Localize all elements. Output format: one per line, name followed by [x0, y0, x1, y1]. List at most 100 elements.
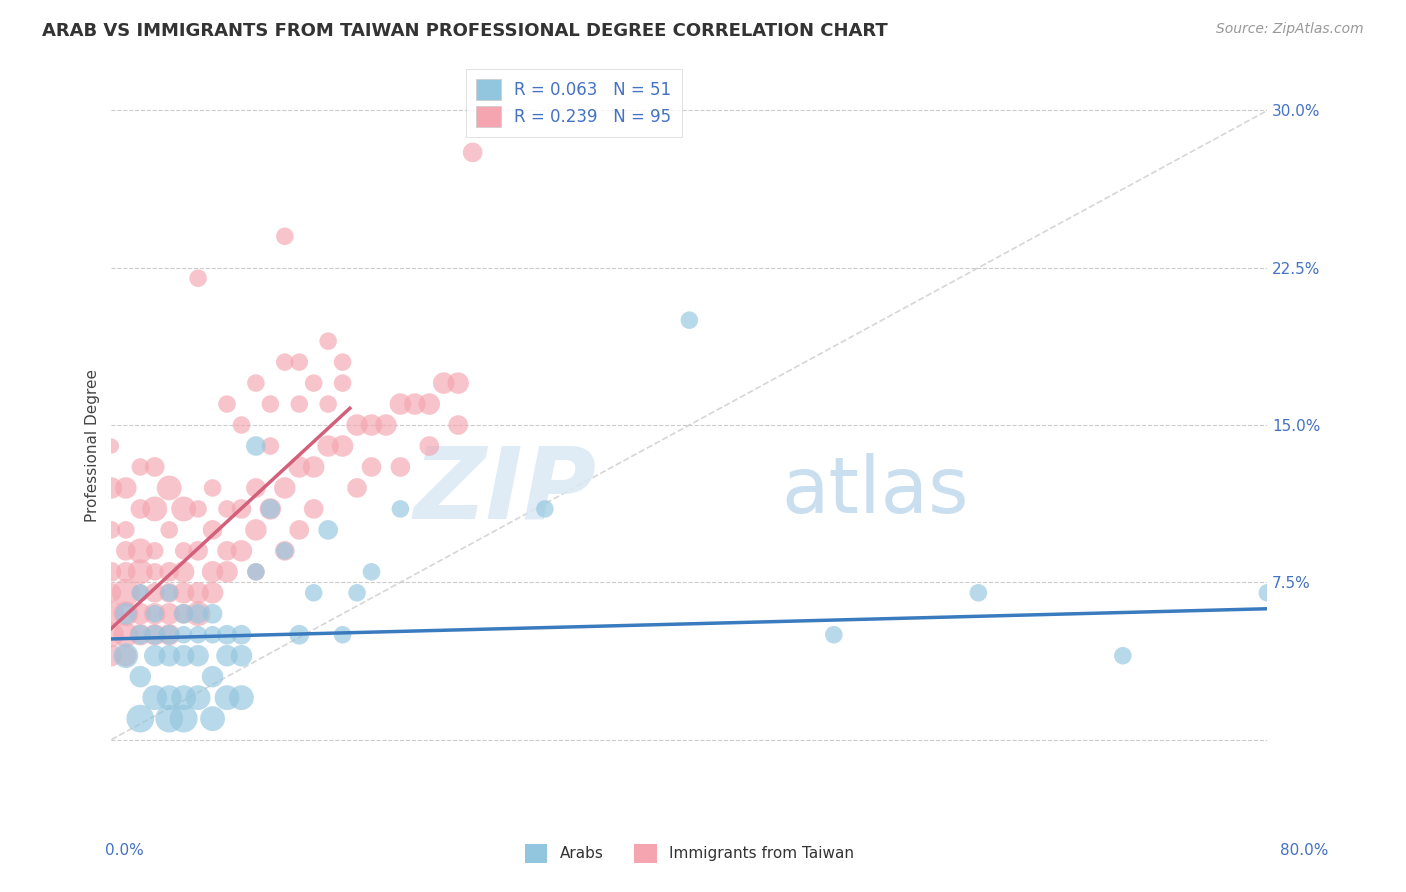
Point [215, 544, 238, 558]
Point [115, 586, 138, 600]
Point [967, 586, 990, 600]
Point [129, 565, 152, 579]
Point [259, 502, 281, 516]
Text: atlas: atlas [782, 453, 969, 529]
Point [316, 439, 339, 453]
Point [316, 334, 339, 348]
Point [143, 648, 166, 663]
Point [346, 586, 368, 600]
Point [231, 690, 253, 705]
Point [389, 397, 412, 411]
Point [115, 544, 138, 558]
Point [187, 607, 209, 621]
Point [288, 523, 311, 537]
Point [332, 376, 354, 390]
Point [143, 565, 166, 579]
Point [245, 523, 267, 537]
Point [143, 607, 166, 621]
Point [332, 355, 354, 369]
Point [201, 712, 224, 726]
Point [173, 690, 195, 705]
Point [346, 481, 368, 495]
Text: Source: ZipAtlas.com: Source: ZipAtlas.com [1216, 22, 1364, 37]
Point [187, 271, 209, 285]
Legend: R = 0.063   N = 51, R = 0.239   N = 95: R = 0.063 N = 51, R = 0.239 N = 95 [465, 70, 682, 136]
Point [201, 628, 224, 642]
Point [173, 565, 195, 579]
Point [173, 607, 195, 621]
Point [100, 481, 122, 495]
Point [316, 397, 339, 411]
Text: 0.0%: 0.0% [105, 843, 145, 857]
Point [129, 502, 152, 516]
Point [115, 648, 138, 663]
Point [259, 439, 281, 453]
Point [173, 607, 195, 621]
Point [187, 586, 209, 600]
Point [115, 607, 138, 621]
Point [215, 565, 238, 579]
Point [374, 417, 396, 432]
Point [360, 417, 382, 432]
Point [332, 439, 354, 453]
Point [418, 439, 440, 453]
Point [447, 376, 470, 390]
Point [173, 544, 195, 558]
Point [201, 586, 224, 600]
Point [201, 523, 224, 537]
Point [215, 648, 238, 663]
Point [302, 586, 325, 600]
Y-axis label: Professional Degree: Professional Degree [86, 369, 100, 523]
Point [129, 628, 152, 642]
Point [288, 397, 311, 411]
Point [823, 628, 845, 642]
Text: ARAB VS IMMIGRANTS FROM TAIWAN PROFESSIONAL DEGREE CORRELATION CHART: ARAB VS IMMIGRANTS FROM TAIWAN PROFESSIO… [42, 22, 889, 40]
Point [461, 145, 484, 160]
Point [173, 628, 195, 642]
Point [389, 502, 412, 516]
Point [274, 544, 297, 558]
Point [201, 607, 224, 621]
Point [157, 628, 180, 642]
Point [100, 586, 122, 600]
Point [115, 607, 138, 621]
Point [100, 648, 122, 663]
Point [231, 648, 253, 663]
Point [231, 544, 253, 558]
Point [231, 628, 253, 642]
Point [157, 648, 180, 663]
Point [215, 397, 238, 411]
Point [129, 586, 152, 600]
Point [157, 712, 180, 726]
Point [187, 607, 209, 621]
Point [245, 439, 267, 453]
Point [115, 481, 138, 495]
Point [245, 565, 267, 579]
Point [157, 586, 180, 600]
Point [157, 690, 180, 705]
Point [302, 460, 325, 475]
Point [143, 690, 166, 705]
Point [129, 712, 152, 726]
Point [274, 229, 297, 244]
Point [678, 313, 700, 327]
Text: ZIP: ZIP [413, 442, 598, 540]
Point [100, 607, 122, 621]
Point [157, 586, 180, 600]
Text: 80.0%: 80.0% [1281, 843, 1329, 857]
Point [173, 502, 195, 516]
Point [100, 628, 122, 642]
Point [215, 690, 238, 705]
Point [201, 481, 224, 495]
Point [100, 439, 122, 453]
Point [187, 502, 209, 516]
Point [288, 628, 311, 642]
Point [274, 481, 297, 495]
Point [231, 417, 253, 432]
Point [157, 523, 180, 537]
Point [288, 460, 311, 475]
Point [143, 586, 166, 600]
Point [115, 523, 138, 537]
Point [187, 648, 209, 663]
Point [129, 670, 152, 684]
